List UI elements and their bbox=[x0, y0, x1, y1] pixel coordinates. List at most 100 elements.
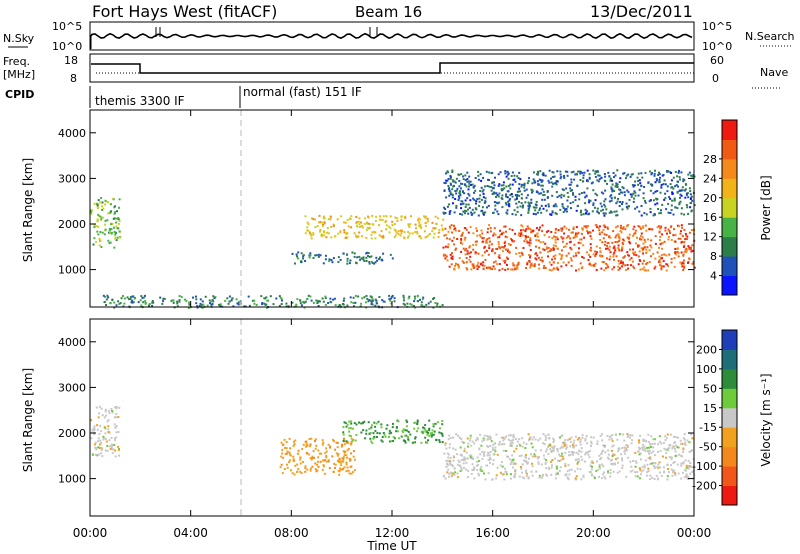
power-data-cell-1 bbox=[361, 297, 364, 300]
power-data-cell-4 bbox=[506, 250, 509, 253]
power-data-cell-5 bbox=[647, 181, 650, 184]
velocity-ytick-3: 4000 bbox=[58, 336, 86, 349]
power-data-cell-1 bbox=[128, 298, 131, 301]
velocity-data-cell-3 bbox=[444, 444, 447, 447]
power-data-cell-5 bbox=[535, 206, 538, 209]
power-data-cell-5 bbox=[536, 211, 539, 214]
power-data-cell-5 bbox=[464, 199, 467, 202]
power-data-cell-4 bbox=[529, 228, 532, 231]
power-data-cell-4 bbox=[597, 227, 600, 229]
power-data-cell-5 bbox=[619, 201, 622, 203]
power-data-cell-4 bbox=[475, 227, 478, 230]
power-data-cell-4 bbox=[685, 234, 688, 237]
power-data-cell-4 bbox=[677, 252, 680, 255]
power-data-cell-5 bbox=[674, 170, 677, 173]
power-data-cell-1 bbox=[417, 300, 419, 303]
power-data-cell-4 bbox=[468, 258, 471, 261]
velocity-data-cell-0 bbox=[98, 412, 100, 415]
power-data-cell-1 bbox=[407, 297, 410, 300]
power-data-cell-4 bbox=[645, 263, 648, 265]
power-data-cell-4 bbox=[618, 262, 621, 265]
velocity-data-cell-3 bbox=[584, 437, 587, 440]
power-data-cell-4 bbox=[528, 254, 530, 256]
power-data-cell-4 bbox=[477, 261, 480, 264]
velocity-data-cell-3 bbox=[603, 444, 606, 447]
power-data-cell-2 bbox=[397, 230, 400, 233]
velocity-data-cell-3 bbox=[565, 446, 568, 449]
power-data-cell-0 bbox=[110, 203, 112, 206]
velocity-data-cell-3 bbox=[493, 442, 496, 445]
power-data-cell-4 bbox=[660, 265, 663, 268]
velocity-data-cell-3 bbox=[463, 456, 466, 459]
power-data-cell-2 bbox=[409, 223, 412, 226]
velocity-data-cell-3 bbox=[640, 470, 643, 473]
power-data-cell-4 bbox=[685, 250, 688, 253]
power-data-cell-4 bbox=[670, 257, 673, 260]
velocity-bar-swatch-5 bbox=[722, 388, 737, 409]
cpid-mode-2: normal (fast) 151 IF bbox=[243, 85, 362, 99]
power-data-cell-5 bbox=[518, 171, 521, 174]
velocity-data-cell-3 bbox=[473, 467, 476, 470]
power-data-cell-5 bbox=[625, 174, 628, 177]
power-data-cell-0 bbox=[97, 213, 100, 216]
velocity-data-cell-3 bbox=[456, 453, 459, 456]
power-data-cell-4 bbox=[635, 254, 638, 257]
power-data-cell-5 bbox=[467, 203, 470, 206]
power-data-cell-0 bbox=[104, 203, 107, 206]
velocity-data-cell-3 bbox=[531, 455, 534, 458]
power-data-cell-5 bbox=[464, 183, 466, 186]
velocity-bar-swatch-2 bbox=[722, 446, 737, 467]
power-data-cell-5 bbox=[445, 196, 448, 199]
power-data-cell-2 bbox=[332, 225, 335, 227]
velocity-data-cell-3 bbox=[647, 450, 650, 453]
velocity-data-cell-3 bbox=[470, 454, 473, 457]
power-data-cell-4 bbox=[554, 254, 557, 257]
power-data-cell-2 bbox=[368, 223, 371, 225]
power-data-cell-5 bbox=[494, 208, 497, 211]
velocity-data-cell-3 bbox=[631, 469, 634, 472]
power-data-cell-4 bbox=[562, 261, 565, 264]
velocity-data-cell-3 bbox=[648, 449, 651, 452]
velocity-data-cell-0 bbox=[94, 441, 97, 444]
velocity-data-cell-0 bbox=[95, 448, 98, 451]
velocity-data-cell-3 bbox=[569, 453, 572, 456]
power-data-cell-5 bbox=[519, 178, 522, 181]
velocity-data-cell-3 bbox=[542, 442, 545, 445]
power-data-cell-4 bbox=[677, 255, 680, 258]
power-data-cell-5 bbox=[442, 211, 445, 214]
power-data-cell-1 bbox=[151, 300, 154, 302]
power-data-cell-3 bbox=[328, 258, 331, 261]
velocity-data-cell-3 bbox=[651, 442, 654, 445]
power-data-cell-2 bbox=[329, 218, 332, 221]
velocity-data-cell-0 bbox=[98, 433, 101, 436]
power-data-cell-0 bbox=[104, 219, 107, 222]
power-data-cell-0 bbox=[118, 230, 121, 233]
power-data-cell-4 bbox=[444, 254, 447, 257]
power-bar-swatch-3 bbox=[722, 217, 737, 238]
power-data-cell-5 bbox=[455, 206, 458, 209]
power-data-cell-5 bbox=[627, 173, 630, 176]
velocity-data-cell-3 bbox=[452, 436, 455, 439]
power-data-cell-5 bbox=[690, 195, 693, 198]
power-bar-tick-5: 24 bbox=[703, 172, 717, 185]
velocity-data-cell-1 bbox=[305, 445, 308, 448]
power-data-cell-2 bbox=[434, 215, 437, 218]
power-data-cell-2 bbox=[396, 217, 399, 220]
power-data-cell-1 bbox=[299, 299, 302, 302]
velocity-data-cell-3 bbox=[542, 454, 545, 457]
power-data-cell-4 bbox=[496, 263, 499, 266]
power-data-cell-5 bbox=[480, 186, 483, 189]
power-data-cell-4 bbox=[526, 225, 529, 228]
power-data-cell-5 bbox=[508, 199, 511, 202]
velocity-data-cell-3 bbox=[652, 438, 655, 441]
velocity-data-cell-1 bbox=[343, 437, 345, 440]
power-data-cell-3 bbox=[304, 260, 307, 262]
power-data-cell-4 bbox=[646, 261, 649, 264]
power-data-cell-4 bbox=[678, 225, 680, 228]
velocity-data-cell-3 bbox=[564, 474, 567, 477]
velocity-data-cell-1 bbox=[289, 447, 292, 450]
power-data-cell-5 bbox=[471, 212, 474, 215]
velocity-data-cell-1 bbox=[302, 443, 305, 446]
power-data-cell-4 bbox=[451, 239, 454, 242]
power-ytick-2: 3000 bbox=[58, 172, 86, 185]
